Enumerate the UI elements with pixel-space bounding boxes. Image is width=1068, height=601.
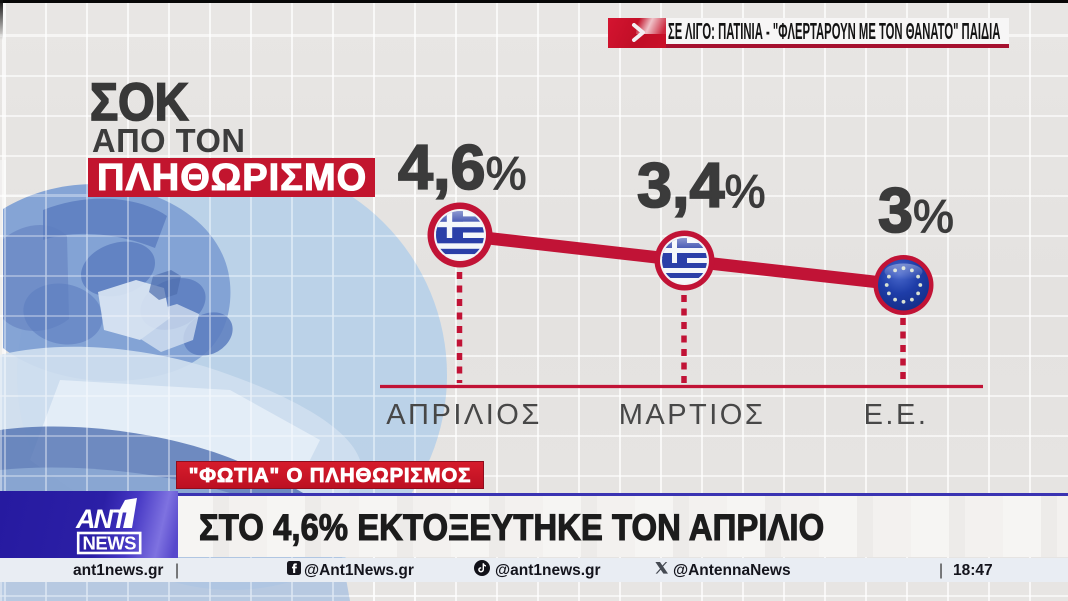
svg-text:NEWS: NEWS (83, 533, 137, 554)
